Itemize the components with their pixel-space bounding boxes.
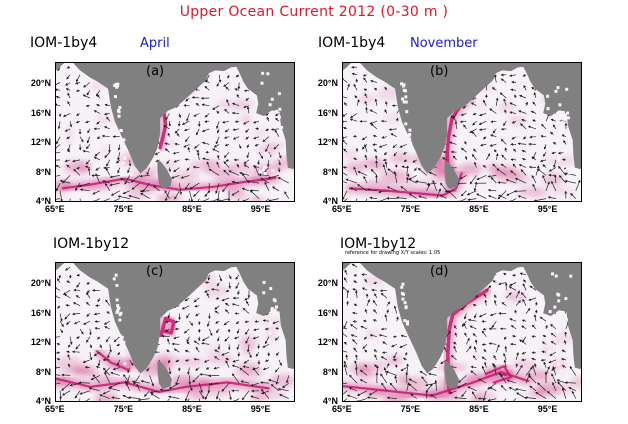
landmass — [343, 263, 581, 389]
current-vector-field — [343, 65, 581, 201]
ocean-map-d — [343, 263, 581, 401]
lat-tick-label: 12°N — [30, 137, 51, 148]
ocean-map-b — [343, 63, 581, 201]
lat-tick-label: 12°N — [317, 137, 338, 148]
current-vector-field — [56, 65, 290, 201]
lon-tick-label: 85°E — [469, 204, 489, 214]
lat-tick-label: 16°N — [30, 107, 51, 118]
map-panel-c — [55, 262, 295, 402]
lat-tick-label: 8°N — [322, 366, 338, 377]
lon-tick-label: 75°E — [400, 204, 421, 214]
map-panel-a — [55, 62, 295, 202]
panel-d-model-label: IOM-1by12 — [340, 236, 417, 252]
lon-tick-label: 65°E — [332, 204, 352, 214]
panel-b-month-label: November — [410, 36, 478, 51]
lat-tick-label: 4°N — [322, 196, 338, 206]
scale-note: reference for drawing X/Y scales: 1.05 — [345, 250, 441, 256]
lat-tick-label: 16°N — [30, 307, 51, 318]
lon-tick-label: 85°E — [182, 204, 202, 214]
figure-title: Upper Ocean Current 2012 (0-30 m ) — [179, 4, 449, 20]
lat-tick-label: 12°N — [317, 337, 338, 348]
lat-tick-label: 20°N — [30, 278, 51, 289]
current-vector-field — [56, 266, 290, 401]
lat-tick-label: 4°N — [35, 196, 51, 206]
lon-tick-label: 95°E — [537, 404, 558, 414]
lat-tick-label: 16°N — [317, 107, 338, 118]
panel-d-letter: (d) — [430, 264, 449, 279]
lat-tick-label: 4°N — [35, 396, 51, 406]
lat-tick-label: 8°N — [35, 166, 51, 177]
lon-tick-label: 65°E — [45, 204, 65, 214]
lon-tick-label: 85°E — [182, 404, 202, 414]
panel-a-letter: (a) — [146, 64, 165, 79]
lat-tick-label: 20°N — [317, 78, 338, 89]
lat-tick-label: 16°N — [317, 307, 338, 318]
lon-tick-label: 75°E — [113, 404, 134, 414]
ocean-map-a — [56, 63, 294, 201]
ocean-map-c — [56, 263, 294, 401]
lat-tick-label: 8°N — [322, 166, 338, 177]
current-vector-field — [343, 263, 577, 401]
map-panel-b — [342, 62, 582, 202]
lon-tick-label: 75°E — [113, 204, 134, 214]
landmass — [343, 63, 581, 189]
panel-c-letter: (c) — [146, 264, 164, 279]
panel-c-model-label: IOM-1by12 — [53, 236, 130, 252]
lon-tick-label: 75°E — [400, 404, 421, 414]
lon-tick-label: 65°E — [45, 404, 65, 414]
landmass — [56, 63, 294, 189]
lon-tick-label: 95°E — [250, 404, 271, 414]
strong-current-jets — [56, 312, 274, 397]
lon-tick-label: 95°E — [537, 204, 558, 214]
panel-b-model-label: IOM-1by4 — [318, 35, 386, 51]
panel-a-model-label: IOM-1by4 — [30, 35, 98, 51]
lat-tick-label: 20°N — [317, 278, 338, 289]
lat-tick-label: 8°N — [35, 366, 51, 377]
lon-tick-label: 95°E — [250, 204, 271, 214]
lat-tick-label: 4°N — [322, 396, 338, 406]
map-panel-d — [342, 262, 582, 402]
lon-tick-label: 65°E — [332, 404, 352, 414]
panel-b-letter: (b) — [430, 64, 449, 79]
lat-tick-label: 20°N — [30, 78, 51, 89]
landmass — [56, 263, 294, 389]
lat-tick-label: 12°N — [30, 337, 51, 348]
panel-a-month-label: April — [140, 36, 170, 51]
lon-tick-label: 85°E — [469, 404, 489, 414]
